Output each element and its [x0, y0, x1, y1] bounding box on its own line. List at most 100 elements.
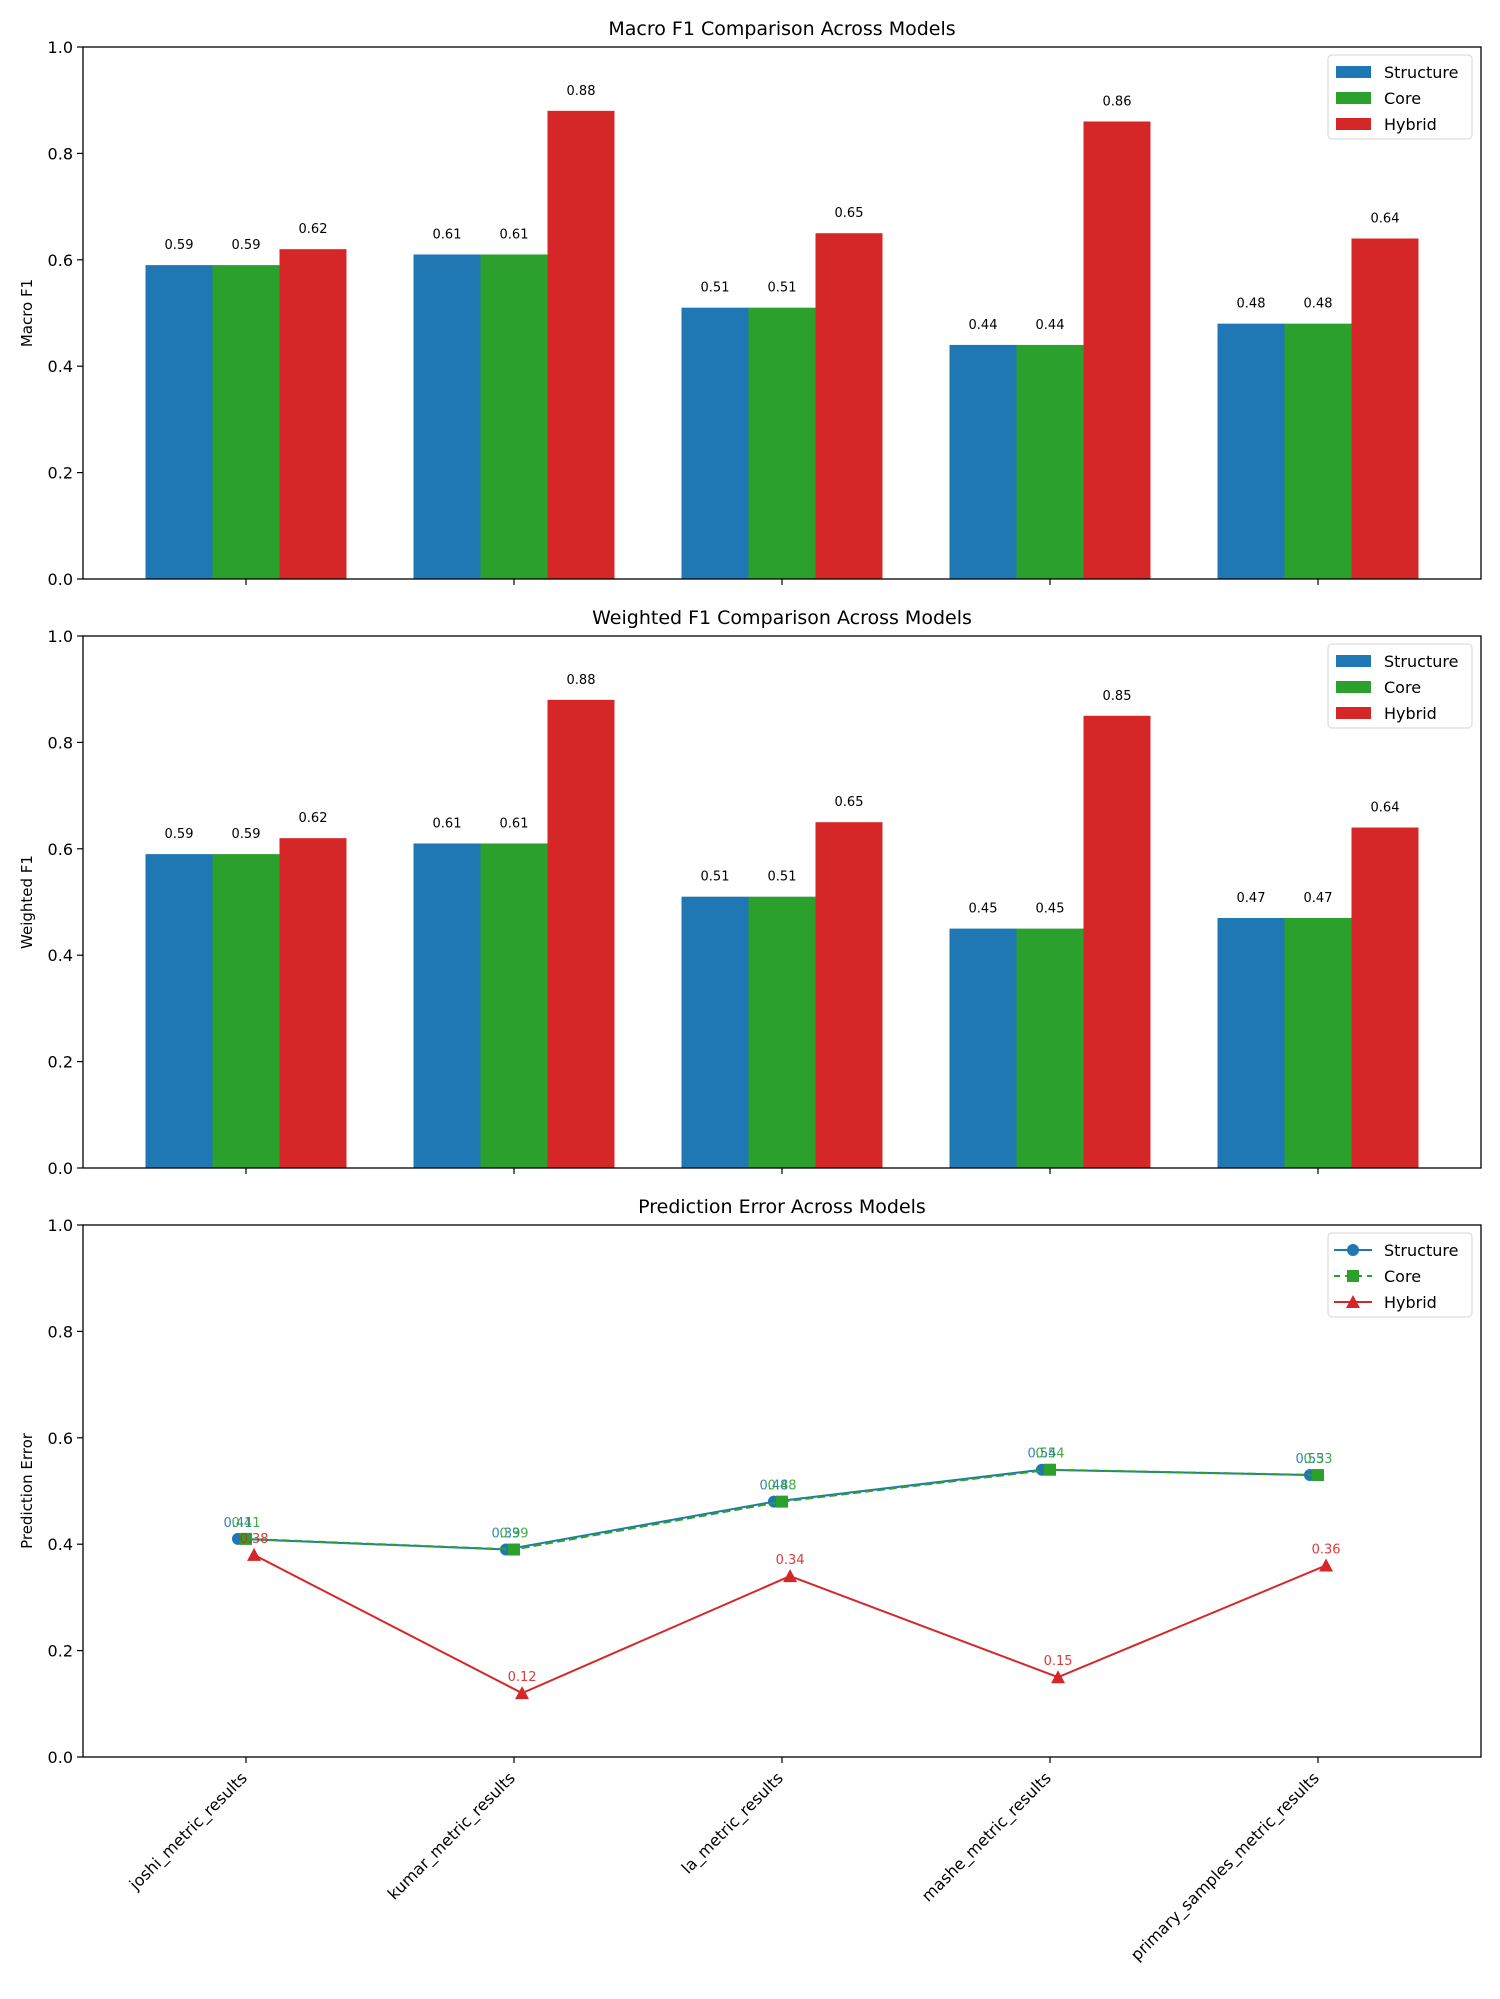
legend-label: Core [1384, 89, 1421, 108]
y-tick-label: 0.6 [48, 251, 73, 270]
bar-hybrid [1083, 715, 1151, 1168]
bar-value-label: 0.47 [1237, 891, 1266, 906]
bar-structure [681, 307, 749, 579]
y-tick-label: 0.2 [48, 1053, 73, 1072]
point-value-label: 0.39 [491, 1527, 520, 1542]
bar-hybrid [1083, 121, 1151, 579]
x-tick-label: joshi_metric_results [125, 1768, 252, 1895]
marker-square [1044, 1463, 1056, 1476]
legend: Structure Core Hybrid [1327, 643, 1473, 729]
legend-marker-triangle [1346, 1295, 1360, 1308]
bar-value-label: 0.44 [1036, 318, 1065, 333]
bar-structure [681, 896, 749, 1168]
y-tick-label: 0.4 [48, 357, 73, 376]
y-tick-label: 0.6 [48, 1429, 73, 1448]
bar-value-label: 0.59 [165, 827, 194, 842]
legend-label: Core [1384, 1267, 1421, 1286]
legend-swatch-core [1336, 681, 1371, 693]
y-tick-label: 0.4 [48, 1535, 73, 1554]
legend-swatch-structure [1336, 66, 1371, 78]
bar-value-label: 0.45 [1036, 902, 1065, 917]
legend-swatch-structure [1336, 655, 1371, 667]
legend-label: Structure [1384, 63, 1458, 82]
point-value-label: 0.15 [1044, 1654, 1073, 1669]
bar-hybrid [547, 699, 615, 1168]
axes-frame [82, 635, 1482, 1169]
bar-structure [1217, 917, 1285, 1168]
y-tick-label: 0.4 [48, 946, 73, 965]
y-tick-label: 0.2 [48, 1642, 73, 1661]
bar-structure [949, 344, 1017, 579]
bar-structure [413, 843, 481, 1168]
marker-square [240, 1532, 252, 1545]
y-tick-label: 0.0 [48, 570, 73, 589]
axes-frame [82, 46, 1482, 580]
point-value-label: 0.54 [1027, 1447, 1056, 1462]
bar-value-label: 0.48 [1304, 297, 1333, 312]
bar-value-label: 0.62 [299, 222, 328, 237]
bar-core [1284, 323, 1352, 579]
legend-label: Structure [1384, 1241, 1458, 1260]
bar-structure [145, 854, 213, 1168]
marker-triangle [515, 1686, 530, 1700]
bar-structure [413, 254, 481, 580]
bar-value-label: 0.86 [1103, 94, 1132, 109]
bar-value-label: 0.59 [232, 827, 261, 842]
bar-value-label: 0.48 [1237, 297, 1266, 312]
legend-swatch-core [1336, 92, 1371, 104]
point-value-label: 0.34 [776, 1553, 805, 1568]
point-value-label: 0.54 [1036, 1447, 1065, 1462]
bar-value-label: 0.51 [701, 870, 730, 885]
legend-swatch-hybrid [1336, 118, 1371, 130]
y-tick-label: 0.6 [48, 840, 73, 859]
y-tick-label: 0.0 [48, 1159, 73, 1178]
chart-panel-2: Weighted F1 Comparison Across Models Weig… [18, 607, 1482, 1178]
y-tick-label: 0.8 [48, 733, 73, 752]
marker-triangle [1319, 1558, 1334, 1572]
bar-value-label: 0.51 [768, 870, 797, 885]
bar-hybrid [815, 233, 883, 579]
chart-panel-1: Macro F1 Comparison Across Models Macro F… [18, 18, 1482, 589]
y-tick-label: 0.0 [48, 1748, 73, 1767]
point-value-label: 0.38 [240, 1532, 269, 1547]
x-tick-label: kumar_metric_results [384, 1768, 520, 1904]
bar-hybrid [547, 110, 615, 579]
y-tick-label: 0.2 [48, 464, 73, 483]
bar-value-label: 0.88 [567, 84, 596, 99]
bar-structure [1217, 323, 1285, 579]
point-value-label: 0.39 [500, 1527, 529, 1542]
bar-hybrid [279, 838, 347, 1168]
bar-value-label: 0.44 [969, 318, 998, 333]
point-value-label: 0.41 [232, 1516, 261, 1531]
point-value-label: 0.12 [508, 1670, 537, 1685]
axes-frame [82, 1224, 1482, 1758]
y-tick-label: 1.0 [48, 627, 73, 646]
legend-label: Hybrid [1384, 115, 1437, 134]
bar-value-label: 0.47 [1304, 891, 1333, 906]
bar-value-label: 0.65 [835, 795, 864, 810]
bar-value-label: 0.61 [500, 816, 529, 831]
y-tick-label: 0.8 [48, 144, 73, 163]
legend: Structure Core Hybrid [1327, 54, 1473, 140]
chart-title: Prediction Error Across Models [638, 1196, 926, 1218]
point-value-label: 0.48 [759, 1479, 788, 1494]
bar-core [480, 843, 548, 1168]
bar-value-label: 0.59 [232, 238, 261, 253]
bar-core [1284, 917, 1352, 1168]
marker-square [1312, 1469, 1324, 1482]
legend-label: Hybrid [1384, 1293, 1437, 1312]
bar-core [212, 854, 280, 1168]
bar-value-label: 0.59 [165, 238, 194, 253]
y-tick-label: 1.0 [48, 1216, 73, 1235]
marker-square [508, 1543, 520, 1556]
y-axis-label: Macro F1 [18, 279, 36, 347]
bar-value-label: 0.45 [969, 902, 998, 917]
bar-value-label: 0.88 [567, 673, 596, 688]
legend-box [1327, 1232, 1473, 1318]
bar-value-label: 0.61 [433, 227, 462, 242]
marker-triangle [783, 1569, 798, 1583]
bar-hybrid [1351, 238, 1419, 579]
marker-square [776, 1495, 788, 1508]
bar-core [748, 307, 816, 579]
